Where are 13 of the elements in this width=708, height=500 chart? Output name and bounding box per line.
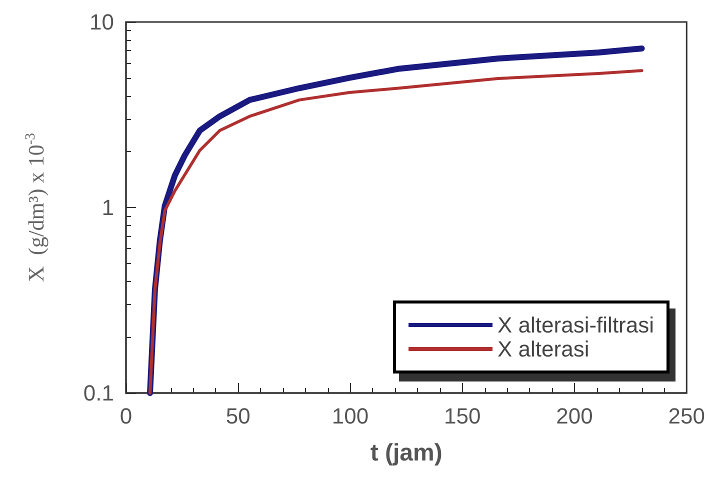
y-tick-label: 10 — [90, 10, 114, 34]
x-tick-label: 50 — [226, 404, 250, 428]
x-axis-title: t (jam) — [370, 440, 442, 466]
legend-label: X alterasi — [498, 336, 590, 362]
x-tick-label: 250 — [668, 404, 706, 428]
x-tick-label: 0 — [120, 404, 132, 428]
y-tick-label: 0.1 — [83, 380, 114, 406]
x-tick-label: 200 — [556, 404, 593, 428]
y-axis-title: X (g/dm³) x 10-3 — [24, 132, 48, 282]
x-tick-label: 150 — [444, 404, 481, 428]
x-tick-label: 100 — [332, 404, 369, 428]
legend-label: X alterasi-filtrasi — [498, 312, 654, 338]
y-tick-label: 1 — [102, 195, 114, 220]
